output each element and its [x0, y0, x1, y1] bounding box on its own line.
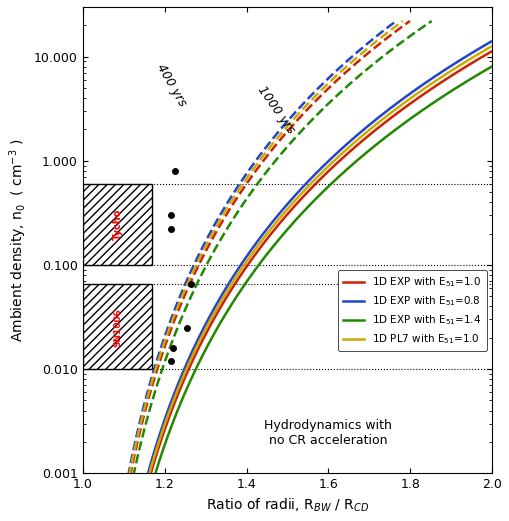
X-axis label: Ratio of radii, R$_{BW}$ / R$_{CD}$: Ratio of radii, R$_{BW}$ / R$_{CD}$ [206, 497, 369, 514]
Legend: 1D EXP with E$_{51}$=1.0, 1D EXP with E$_{51}$=0.8, 1D EXP with E$_{51}$=1.4, 1D: 1D EXP with E$_{51}$=1.0, 1D EXP with E$… [338, 270, 487, 352]
Text: Hydrodynamics with
no CR acceleration: Hydrodynamics with no CR acceleration [265, 419, 392, 446]
Text: Tycho: Tycho [112, 209, 123, 240]
Text: 1000 yrs: 1000 yrs [254, 84, 297, 136]
Bar [83, 184, 152, 265]
Bar [83, 284, 152, 369]
Text: SN1006: SN1006 [113, 308, 122, 347]
Text: 400 yrs: 400 yrs [154, 61, 189, 108]
Y-axis label: Ambient density, n$_0$  ( cm$^{-3}$ ): Ambient density, n$_0$ ( cm$^{-3}$ ) [7, 139, 29, 342]
